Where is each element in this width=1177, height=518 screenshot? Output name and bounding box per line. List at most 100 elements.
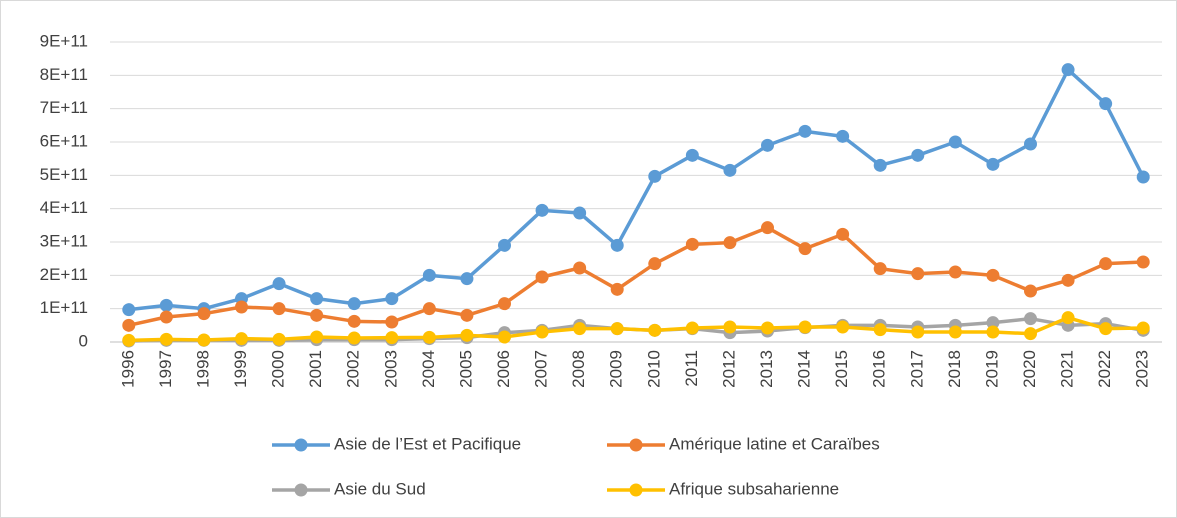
point [836, 320, 850, 334]
y-tick-label: 5E+11 [40, 165, 88, 184]
y-tick-label: 8E+11 [40, 65, 88, 84]
x-tick-label: 2006 [494, 350, 513, 388]
point [648, 257, 662, 271]
point [122, 303, 136, 317]
point [685, 321, 699, 335]
x-tick-label: 2001 [306, 350, 325, 388]
x-tick-label: 2016 [870, 350, 889, 388]
point [197, 307, 211, 321]
point [535, 270, 549, 284]
x-tick-label: 1999 [231, 350, 250, 388]
point [422, 330, 436, 344]
point [310, 330, 324, 344]
x-tick-label: 2011 [682, 350, 701, 387]
point [235, 300, 248, 314]
point [272, 332, 286, 346]
x-tick-label: 2020 [1020, 350, 1039, 388]
point [1099, 97, 1113, 111]
point [122, 318, 136, 332]
y-tick-label: 4E+11 [40, 198, 88, 217]
x-tick-label: 2008 [569, 350, 588, 388]
point [310, 308, 324, 322]
legend-label: Asie du Sud [334, 479, 426, 498]
x-tick-label: 2000 [269, 350, 288, 388]
point [498, 238, 511, 252]
point [235, 332, 248, 346]
legend-marker [294, 483, 308, 497]
point [1136, 321, 1150, 335]
point [1061, 63, 1075, 77]
point [573, 261, 587, 275]
x-tick-label: 2021 [1058, 350, 1077, 388]
point [610, 282, 624, 296]
point [986, 316, 1000, 330]
y-tick-label: 0 [79, 331, 88, 350]
point [1024, 284, 1037, 298]
point [911, 267, 925, 281]
point [272, 277, 286, 291]
point [535, 325, 549, 339]
point [948, 325, 962, 339]
point [836, 129, 850, 143]
point [159, 332, 173, 346]
point [385, 331, 399, 345]
point [685, 237, 699, 251]
point [498, 330, 511, 344]
point [610, 322, 624, 336]
legend-marker [629, 483, 643, 497]
point [1061, 311, 1075, 325]
x-tick-label: 2014 [795, 350, 814, 388]
point [798, 320, 812, 334]
point [648, 169, 662, 183]
y-tick-label: 2E+11 [40, 265, 88, 284]
point [460, 272, 474, 286]
series-line [128, 67, 1145, 312]
x-tick-label: 2012 [719, 350, 738, 388]
x-tick-label: 2009 [607, 350, 626, 388]
x-tick-label: 1998 [193, 350, 212, 388]
point [1136, 170, 1150, 184]
point [911, 148, 925, 162]
point [1061, 273, 1075, 287]
point [1136, 255, 1150, 269]
point [761, 138, 774, 152]
legend-marker [294, 438, 308, 452]
point [723, 236, 737, 250]
point [685, 148, 699, 162]
point [573, 322, 587, 336]
legend-label: Asie de l’Est et Pacifique [334, 434, 521, 453]
point [1024, 137, 1037, 151]
point [347, 314, 361, 328]
point [723, 320, 737, 334]
x-tick-label: 2005 [456, 350, 475, 388]
series-line [128, 315, 1144, 343]
point [347, 331, 361, 345]
x-tick-label: 2022 [1095, 350, 1114, 388]
x-tick-label: 2002 [344, 350, 363, 388]
x-tick-label: 1997 [156, 350, 175, 388]
x-tick-label: 2007 [532, 350, 551, 388]
point [1099, 322, 1113, 336]
point [798, 242, 812, 256]
x-tick-label: 2018 [945, 350, 964, 388]
point [422, 302, 436, 316]
point [1024, 327, 1037, 341]
series-line [128, 225, 1144, 328]
x-tick-label: 2017 [907, 350, 926, 388]
x-tick-label: 2023 [1133, 350, 1152, 388]
x-tick-label: 2013 [757, 350, 776, 388]
point [648, 323, 662, 337]
point [159, 298, 173, 312]
point [498, 297, 511, 311]
point [197, 333, 211, 347]
point [1024, 312, 1037, 326]
y-tick-label: 9E+11 [40, 31, 88, 50]
point [798, 124, 812, 138]
point [761, 321, 774, 335]
x-tick-label: 2015 [832, 350, 851, 388]
point [836, 227, 850, 241]
point [122, 333, 136, 347]
y-tick-label: 6E+11 [40, 131, 88, 150]
y-tick-label: 7E+11 [40, 98, 88, 117]
